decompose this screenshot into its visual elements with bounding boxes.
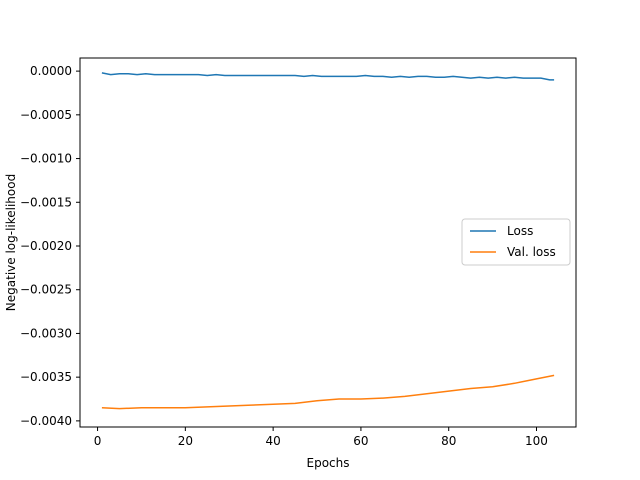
x-tick-label: 80	[441, 434, 456, 448]
y-axis-ticks: 0.0000 −0.0005 −0.0010 −0.0015 −0.0020 −0.002…	[20, 64, 80, 428]
y-axis-label: Negative log-likelihood	[4, 174, 18, 311]
y-tick-label: −0.0005	[20, 108, 72, 122]
plot-area	[101, 72, 555, 410]
legend: Loss Val. loss	[461, 218, 571, 266]
y-tick-label: −0.0040	[20, 414, 72, 428]
x-tick-label: 20	[178, 434, 193, 448]
x-tick-label: 60	[353, 434, 368, 448]
x-axis-label: Epochs	[307, 456, 350, 470]
series-line-loss	[101, 72, 555, 81]
legend-label: Loss	[507, 224, 533, 238]
x-tick-label: 100	[525, 434, 548, 448]
x-tick-label: 40	[265, 434, 280, 448]
y-tick-label: 0.0000	[30, 64, 72, 78]
axes-frame	[79, 57, 577, 428]
y-tick-label: −0.0015	[20, 195, 72, 209]
legend-label: Val. loss	[507, 245, 556, 259]
series-line-val-loss	[101, 374, 555, 410]
y-tick-label: −0.0030	[20, 326, 72, 340]
y-tick-label: −0.0020	[20, 239, 72, 253]
y-tick-label: −0.0010	[20, 152, 72, 166]
x-tick-label: 0	[94, 434, 102, 448]
y-tick-label: −0.0035	[20, 370, 72, 384]
x-axis-ticks: 0 20 40 60 80 100	[94, 427, 548, 448]
y-tick-label: −0.0025	[20, 283, 72, 297]
